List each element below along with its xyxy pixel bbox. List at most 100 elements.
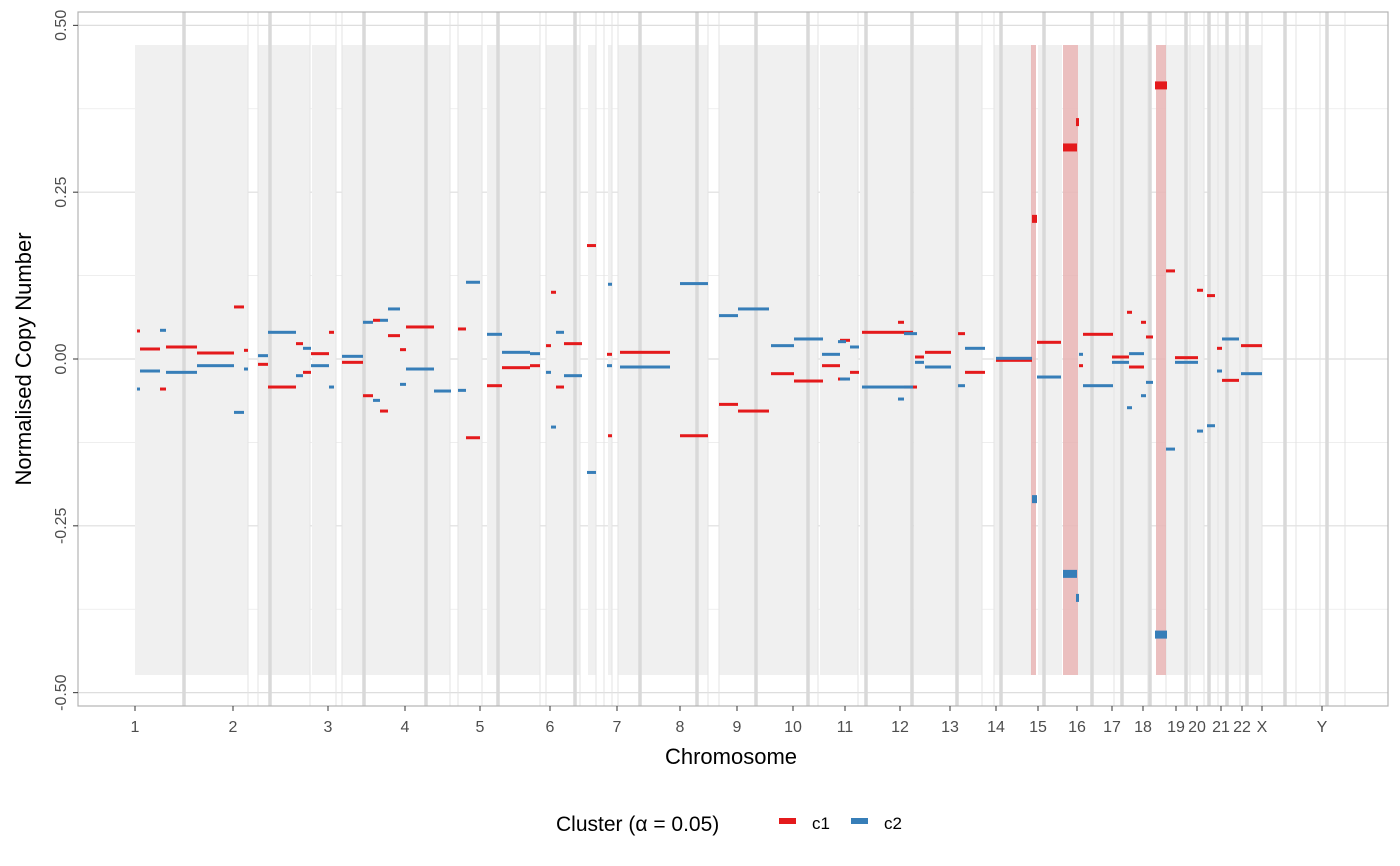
segment-c2-chr6 [620,365,670,369]
segment-c2-chr19 [1175,360,1198,364]
chromosome-band [487,45,540,675]
x-tick-label-chr17: 17 [1103,719,1121,736]
y-tick-label: -0.25 [53,507,70,544]
x-tick-label-chrY: Y [1317,719,1328,736]
segment-c1-chr2 [268,385,296,389]
segment-c2-chr5 [546,370,551,374]
segment-c2-chr18 [1141,394,1146,398]
segment-c2-chr7 [680,282,708,286]
segment-c2-chr1 [140,369,160,373]
segment-c2-chr3 [342,354,363,358]
segment-c1-chr10 [862,330,913,334]
segment-c2-chr8 [738,307,769,311]
x-tick-label-chr20: 20 [1188,719,1206,736]
segment-c2-chr5 [551,425,556,429]
segment-c1-chr16 [1079,364,1083,368]
segment-c1-chr1 [166,345,197,349]
segment-c2-chr16 [1079,352,1083,356]
segment-c2-chr4 [466,280,480,284]
legend-title: Cluster (α = 0.05) [556,813,719,836]
chromosome-band [608,45,612,675]
segment-c2-chr1 [166,370,197,374]
segment-c1-chr1 [234,305,244,309]
chromosome-band [588,45,596,675]
segment-c2-chr13 [965,346,985,350]
segment-c2-chr14 [996,356,1032,360]
x-tick-label-chr5: 5 [476,719,485,736]
segment-c1-chr2 [329,330,334,334]
segment-c2-chr17 [1129,352,1144,356]
x-tick-label-chr21: 21 [1212,719,1230,736]
x-tick-label-chr11: 11 [837,719,854,736]
segment-c2-chr8 [719,314,738,318]
segment-c2-chrX [1241,372,1262,376]
segment-c1-chr17 [1112,355,1129,359]
segment-c1-chr19 [1166,269,1175,273]
segment-c2-chr21 [1217,369,1222,373]
segment-c2-chr11 [898,397,904,401]
legend-key-c1 [779,818,796,824]
segment-c1-chr16 [1063,143,1077,152]
segment-c1-chr13 [965,370,985,374]
chromosome-band [820,45,858,675]
segment-c2-chr2 [258,354,268,358]
legend-label-c1: c1 [812,814,830,833]
segment-c2-chr4 [487,332,502,336]
segment-c1-chr13 [958,332,965,336]
segment-c1-chr5 [587,244,596,248]
segment-c2-chr10 [850,345,859,349]
x-tick-label-chr1: 1 [131,719,140,736]
segment-c1-chr5 [564,342,582,346]
segment-c1-chr9 [771,372,794,376]
segment-c2-chr9 [771,344,794,348]
segment-c1-chr15 [1037,340,1061,344]
segment-c2-chr12 [915,360,924,364]
x-axis-title: Chromosome [665,744,797,769]
segment-c1-chr7 [680,434,708,438]
segment-c1-chr18 [1146,335,1153,339]
segment-c2-chr9 [794,337,823,341]
segment-c2-chr16 [1063,569,1077,578]
segment-c2-chr3 [400,382,406,386]
segment-c2-chr3 [363,320,373,324]
segment-c2-chr4 [502,350,530,354]
segment-c1-chr4 [530,364,540,368]
segment-c2-chr15 [1032,495,1037,504]
chromosome-band [458,45,482,675]
chromosome-bands [135,12,1346,706]
segment-c1-chr14 [996,358,1032,362]
segment-c1-chr3 [373,318,380,322]
chromosome-band [1240,45,1262,675]
segment-c2-chr2 [311,364,329,368]
x-tick-label-chr4: 4 [401,719,410,736]
segment-c1-chr5 [546,344,551,348]
data-segments [137,81,1262,639]
x-tick-label-chrX: X [1257,719,1268,736]
segment-c2-chr10 [822,352,840,356]
x-tick-label-chr18: 18 [1134,719,1152,736]
segment-c1-chr3 [342,360,363,364]
chromosome-band [1210,45,1240,675]
segment-c2-chr2 [268,330,296,334]
highlight-band-chr16 [1063,45,1078,675]
segment-c2-chr6 [607,364,612,368]
chromosome-band [618,45,708,675]
segment-c2-chr3 [388,307,400,311]
x-tick-label-chr22: 22 [1233,719,1251,736]
segment-c1-chr1 [244,348,248,352]
segment-c2-chr2 [329,385,334,389]
segment-c2-chr17 [1112,360,1129,364]
segment-c2-chr10 [862,385,913,389]
segment-c1-chr4 [502,366,530,370]
segment-c1-chr10 [850,370,859,374]
segment-c2-chr11 [838,340,846,344]
segment-c2-chr1 [160,328,166,332]
segment-c1-chr15 [1032,214,1037,223]
segment-c1-chr6 [608,434,612,438]
y-tick-label: 0.25 [53,177,70,208]
segment-c2-chr5 [564,374,582,378]
segment-c1-chr1 [140,347,160,351]
segment-c2-chr4 [530,352,540,356]
segment-c2-chr20 [1207,424,1215,428]
segment-c2-chr16 [1083,384,1113,388]
